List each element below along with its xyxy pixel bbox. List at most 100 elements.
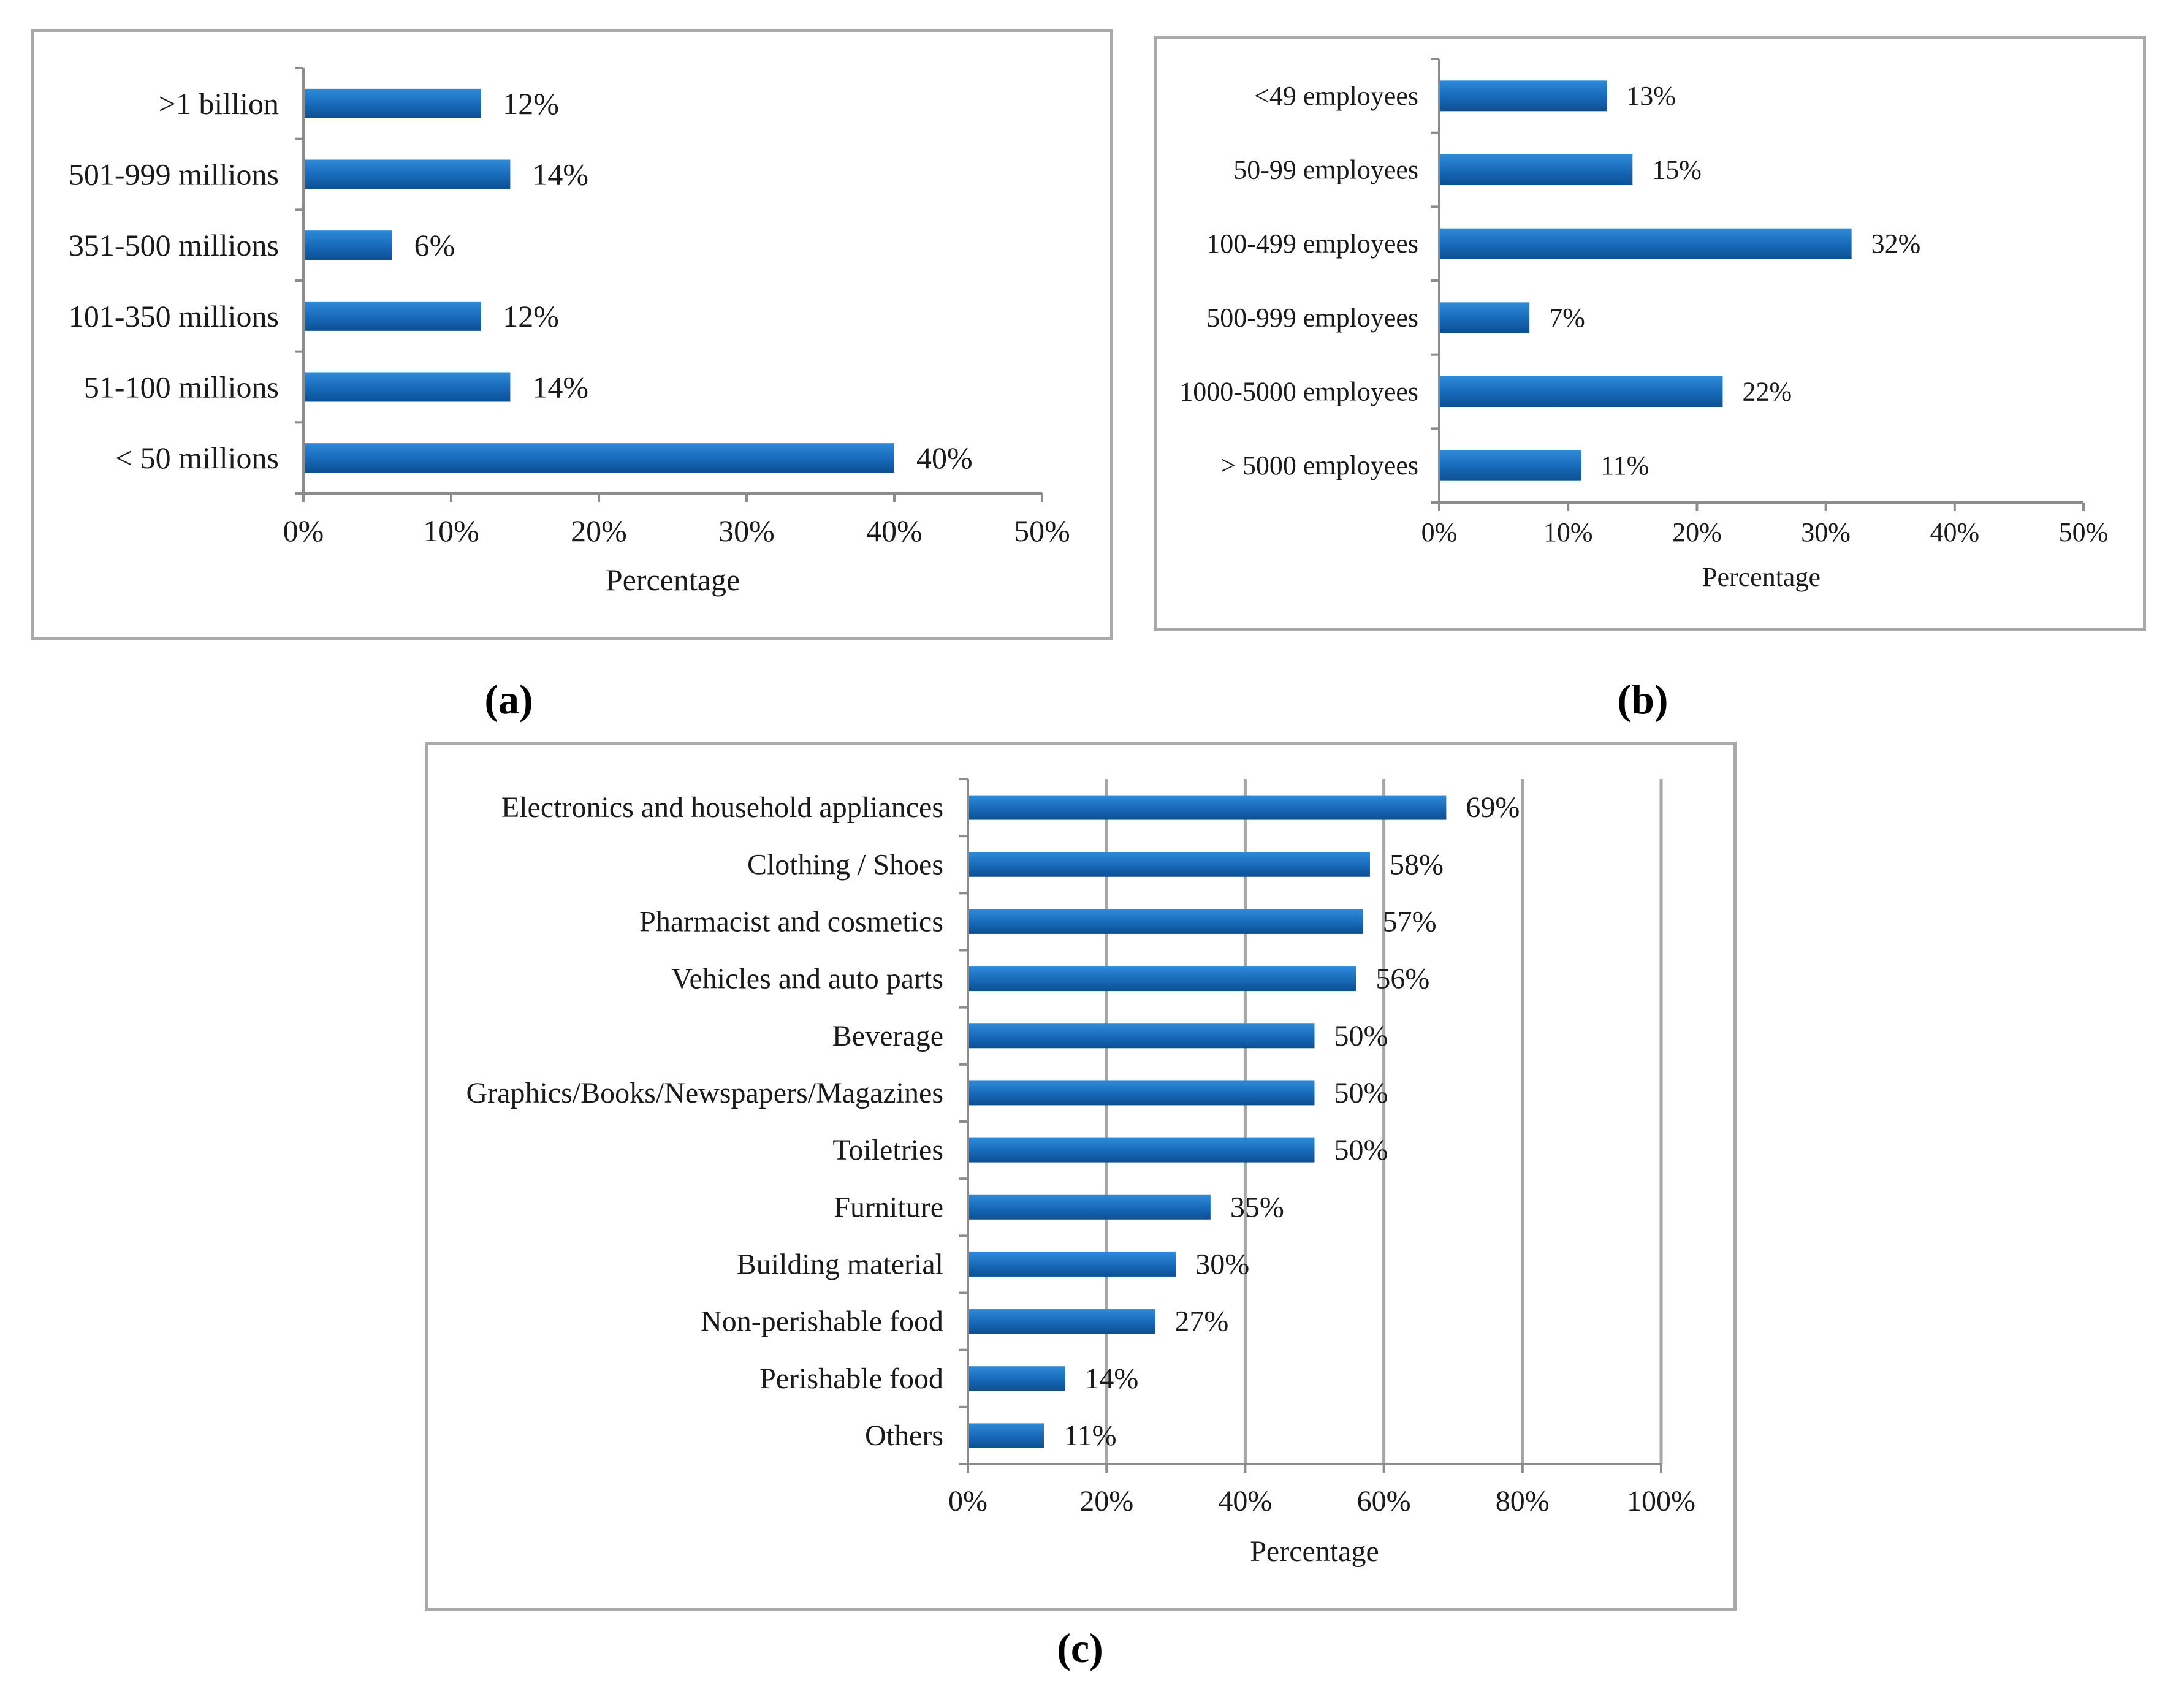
category-label: Clothing / Shoes: [747, 848, 943, 881]
value-label: 11%: [1600, 450, 1649, 480]
value-label: 12%: [503, 299, 559, 333]
bar: [969, 795, 1447, 820]
x-axis-title: Percentage: [1702, 562, 1821, 592]
bar: [1440, 80, 1607, 112]
bar: [1440, 154, 1633, 185]
panel-label-c: (c): [1057, 1625, 1103, 1671]
x-tick-label: 80%: [1496, 1485, 1550, 1517]
category-label: 50-99 employees: [1233, 155, 1418, 185]
category-label: 100-499 employees: [1206, 229, 1418, 259]
category-label: Furniture: [834, 1191, 943, 1223]
category-label: Building material: [737, 1248, 943, 1280]
x-tick-label: 50%: [1014, 514, 1070, 548]
x-tick-label: 10%: [1543, 517, 1593, 547]
panel-b: 0% 10% 20% 30% 40% 50% <49 employees 13% 50-99 e…: [1154, 36, 2146, 631]
bar: [969, 1137, 1315, 1163]
bar: [305, 230, 392, 260]
x-tick-label: 50%: [2059, 517, 2109, 547]
bar: [1440, 302, 1530, 333]
x-tick-label: 10%: [423, 514, 479, 548]
bar: [969, 1309, 1155, 1334]
x-tick-label: 40%: [1930, 517, 1979, 547]
value-label: 27%: [1174, 1305, 1228, 1338]
bar: [969, 1366, 1065, 1391]
x-tick-label: 30%: [718, 514, 775, 548]
x-tick-label: 100%: [1627, 1485, 1695, 1517]
x-tick-label: 0%: [948, 1485, 987, 1517]
x-tick-label: 40%: [866, 514, 923, 548]
category-label: < 50 millions: [115, 441, 279, 475]
value-label: 57%: [1383, 905, 1437, 938]
category-label: 500-999 employees: [1206, 303, 1418, 333]
chart-a: 0% 10% 20% 30% 40% 50% >1 billion 12% 501-999 mi…: [69, 67, 1070, 597]
category-label: 51-100 millions: [84, 370, 279, 404]
bar: [305, 443, 894, 473]
bar: [305, 372, 511, 402]
bar: [969, 852, 1370, 877]
bar: [969, 1023, 1315, 1049]
value-label: 11%: [1063, 1419, 1116, 1452]
bar: [969, 1194, 1211, 1220]
bar: [1440, 228, 1852, 259]
bar: [969, 1251, 1176, 1277]
category-label: Non-perishable food: [701, 1305, 943, 1338]
value-label: 30%: [1195, 1248, 1249, 1280]
bar: [969, 1080, 1315, 1106]
bar: [969, 909, 1363, 934]
value-label: 35%: [1230, 1191, 1284, 1223]
category-label: Beverage: [832, 1020, 943, 1052]
value-label: 50%: [1334, 1077, 1388, 1109]
category-label: Pharmacist and cosmetics: [639, 905, 943, 938]
value-label: 40%: [916, 441, 973, 475]
x-tick-label: 0%: [1421, 517, 1458, 547]
value-label: 7%: [1549, 303, 1585, 333]
category-label: <49 employees: [1254, 81, 1418, 111]
category-label: >1 billion: [159, 86, 279, 121]
x-axis-title: Percentage: [606, 563, 740, 597]
panel-label-a: (a): [484, 676, 533, 723]
x-tick-label: 0%: [283, 514, 324, 548]
category-label: Vehicles and auto parts: [671, 963, 943, 995]
x-tick-label: 20%: [1672, 517, 1722, 547]
category-label: Toiletries: [832, 1134, 943, 1166]
bar: [969, 1423, 1044, 1448]
value-label: 13%: [1626, 81, 1676, 111]
x-tick-label: 20%: [571, 514, 627, 548]
value-label: 56%: [1375, 963, 1429, 995]
bar: [305, 301, 481, 331]
x-tick-label: 40%: [1218, 1485, 1272, 1517]
value-label: 58%: [1390, 848, 1444, 881]
value-label: 22%: [1742, 377, 1792, 407]
value-label: 15%: [1652, 155, 1702, 185]
value-label: 6%: [414, 228, 455, 262]
category-label: 501-999 millions: [69, 158, 279, 192]
chart-c: 0% 20% 40% 60% 80% 100% Electronics and househ…: [466, 778, 1695, 1568]
x-tick-label: 20%: [1079, 1485, 1133, 1517]
value-label: 50%: [1334, 1134, 1388, 1166]
x-axis-title: Percentage: [1250, 1535, 1379, 1568]
category-label: Others: [865, 1419, 943, 1452]
bar: [305, 88, 481, 118]
category-label: 1000-5000 employees: [1179, 377, 1418, 407]
x-tick-label: 60%: [1357, 1485, 1411, 1517]
value-label: 50%: [1334, 1020, 1388, 1052]
bar: [1440, 376, 1723, 407]
bar: [1440, 450, 1581, 481]
value-label: 69%: [1466, 791, 1520, 824]
panel-c: 0% 20% 40% 60% 80% 100% Electronics and househ…: [425, 742, 1737, 1611]
value-label: 32%: [1871, 229, 1921, 259]
category-label: Graphics/Books/Newspapers/Magazines: [466, 1077, 943, 1109]
bar: [969, 966, 1356, 992]
value-label: 12%: [503, 86, 559, 121]
category-label: Electronics and household appliances: [501, 791, 943, 824]
category-label: Perishable food: [759, 1362, 943, 1395]
category-label: 351-500 millions: [69, 228, 279, 262]
chart-b: 0% 10% 20% 30% 40% 50% <49 employees 13% 50-99 e…: [1179, 58, 2109, 592]
bar: [305, 159, 511, 189]
panel-a: 0% 10% 20% 30% 40% 50% >1 billion 12% 501-999 mi…: [31, 29, 1113, 640]
value-label: 14%: [1084, 1362, 1138, 1395]
x-tick-label: 30%: [1801, 517, 1851, 547]
panel-label-b: (b): [1617, 676, 1668, 723]
category-label: 101-350 millions: [69, 299, 279, 333]
value-label: 14%: [532, 370, 588, 404]
